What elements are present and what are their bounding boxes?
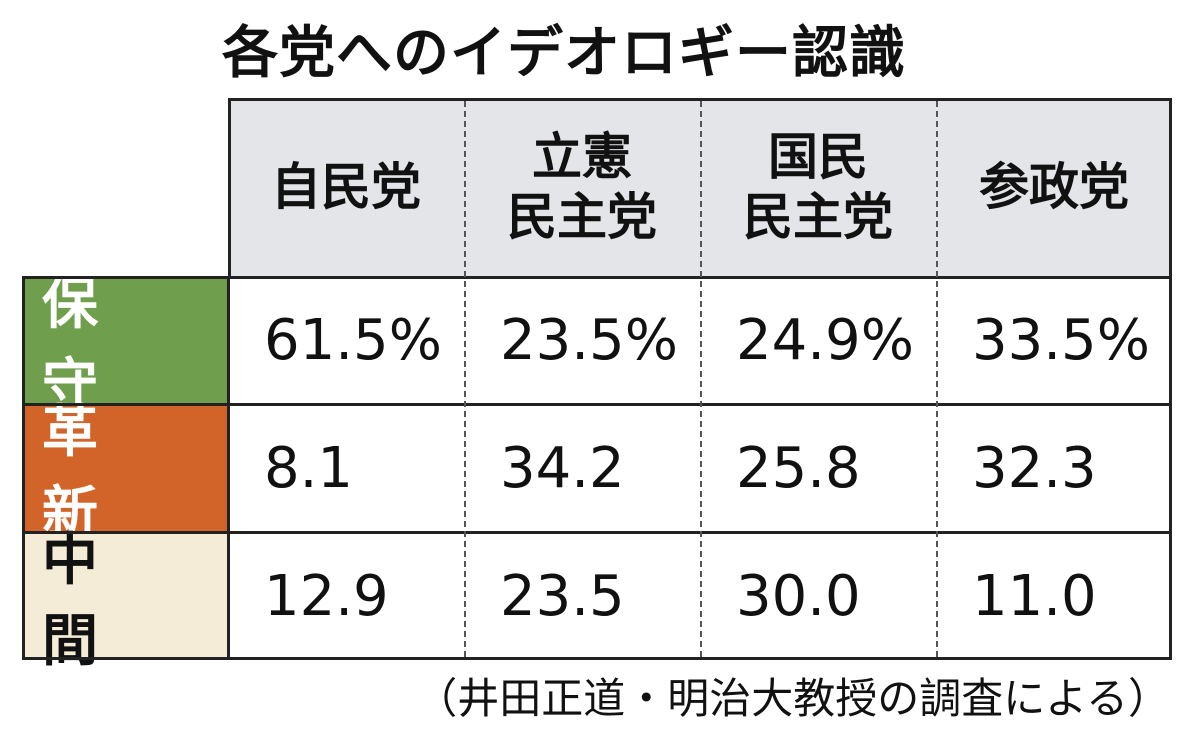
label-column-border — [227, 276, 230, 660]
chart-title: 各党へのイデオロギー認識 — [222, 21, 906, 86]
row-label: 中 間 — [22, 528, 228, 674]
table-cell: 12.9 — [264, 563, 389, 629]
ideology-table: 自民党 立憲 民主党 国民 民主党 参政党保 守 61.5% 23.5% 24.9% 33.5… — [22, 98, 1192, 674]
column-divider — [464, 101, 466, 657]
column-divider — [936, 101, 938, 657]
table-cell: 34.2 — [500, 435, 625, 501]
table-cell: 24.9% — [736, 307, 914, 373]
column-divider — [700, 101, 702, 657]
table-cell: 25.8 — [736, 435, 861, 501]
row-divider — [22, 403, 1172, 406]
table-cell: 33.5% — [972, 307, 1150, 373]
table-cell: 11.0 — [972, 563, 1097, 629]
row-label: 革 新 — [22, 400, 228, 546]
column-header: 国民 民主党 — [700, 98, 936, 276]
row-divider — [22, 531, 1172, 534]
source-note: （井田正道・明治大教授の調査による） — [415, 674, 1170, 723]
row-label: 保 守 — [22, 272, 228, 418]
column-header: 参政党 — [936, 98, 1172, 276]
table-cell: 23.5% — [500, 307, 678, 373]
table-cell: 32.3 — [972, 435, 1097, 501]
column-header: 立憲 民主党 — [464, 98, 700, 276]
table-cell: 8.1 — [264, 435, 354, 501]
table-cell: 30.0 — [736, 563, 861, 629]
table-cell: 61.5% — [264, 307, 442, 373]
column-header: 自民党 — [228, 98, 464, 276]
table-cell: 23.5 — [500, 563, 625, 629]
